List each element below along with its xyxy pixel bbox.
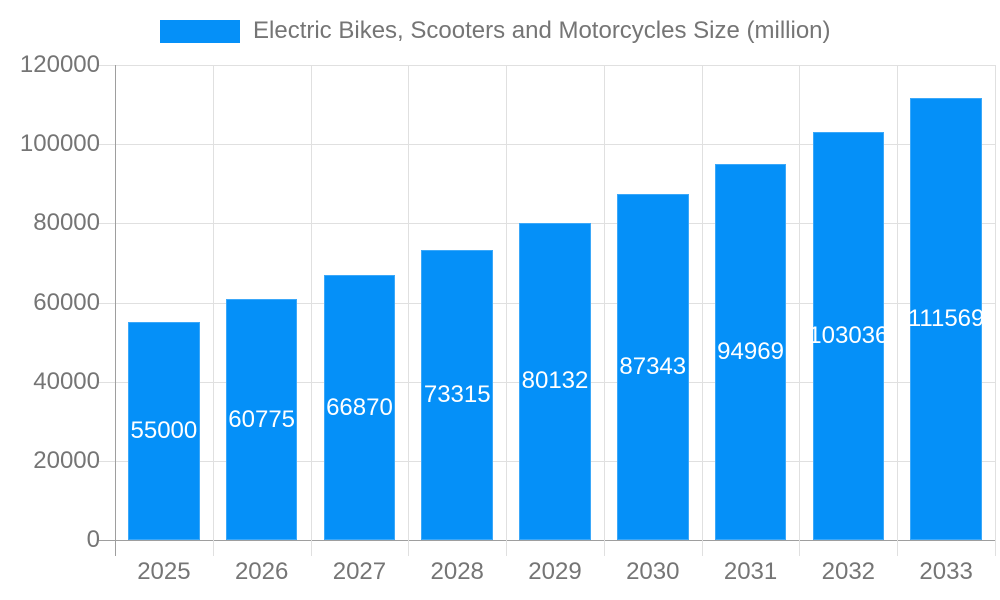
bar-2032[interactable]: 103036 xyxy=(812,132,885,540)
y-tick-mark xyxy=(99,302,115,304)
bar-2029[interactable]: 80132 xyxy=(519,222,591,540)
x-tick-mark xyxy=(212,540,214,556)
bar-value-label: 111569 xyxy=(910,305,982,333)
gridline-x xyxy=(799,65,801,540)
bar-2028[interactable]: 73315 xyxy=(421,249,493,540)
x-tick-mark xyxy=(799,540,801,556)
x-axis-tick-label: 2027 xyxy=(332,558,387,585)
gridline-x xyxy=(603,65,605,540)
legend-label: Electric Bikes, Scooters and Motorcycles… xyxy=(253,17,831,44)
x-tick-mark xyxy=(995,540,996,556)
x-axis-tick-label: 2030 xyxy=(626,558,680,585)
x-tick-mark xyxy=(506,540,508,556)
x-axis-tick-label: 2028 xyxy=(430,558,484,585)
x-axis-tick-label: 2025 xyxy=(137,558,191,585)
y-tick-mark xyxy=(99,65,115,66)
bar-value-label: 94969 xyxy=(717,338,784,366)
x-tick-mark xyxy=(310,540,312,556)
bar-value-label: 87343 xyxy=(619,353,687,381)
y-tick-mark xyxy=(99,144,115,146)
y-tick-mark xyxy=(99,381,115,383)
gridline-y xyxy=(115,540,995,541)
bar-value-label: 55000 xyxy=(130,417,198,445)
bar-2026[interactable]: 60775 xyxy=(225,299,298,540)
y-axis-tick-label: 0 xyxy=(86,526,100,553)
y-tick-mark xyxy=(99,460,115,462)
bar-value-label: 66870 xyxy=(326,393,393,421)
bar-value-label: 103036 xyxy=(812,322,885,350)
bar-2025[interactable]: 55000 xyxy=(128,322,200,540)
gridline-x xyxy=(212,65,214,540)
x-axis-tick-label: 2032 xyxy=(821,558,876,585)
y-axis-line xyxy=(115,65,116,556)
legend-swatch xyxy=(160,20,240,43)
bar-value-label: 80132 xyxy=(521,367,589,395)
gridline-x xyxy=(310,65,312,540)
bar-2031[interactable]: 94969 xyxy=(714,164,787,540)
x-tick-mark xyxy=(897,540,899,556)
x-axis-tick-label: 2031 xyxy=(723,558,778,585)
bar-value-label: 60775 xyxy=(228,405,296,433)
x-axis-tick-label: 2026 xyxy=(234,558,289,585)
y-axis-tick-label: 120000 xyxy=(19,51,100,78)
y-axis-tick-label: 100000 xyxy=(19,130,100,158)
gridline-x xyxy=(995,65,996,540)
y-axis-tick-label: 60000 xyxy=(33,288,100,316)
gridline-y xyxy=(115,65,995,66)
x-tick-mark xyxy=(408,540,410,556)
bar-2033[interactable]: 111569 xyxy=(910,98,982,540)
bar-2030[interactable]: 87343 xyxy=(617,194,689,540)
y-tick-mark xyxy=(99,540,115,541)
gridline-x xyxy=(897,65,899,540)
x-tick-mark xyxy=(701,540,703,556)
bar-2027[interactable]: 66870 xyxy=(323,275,396,540)
y-axis-tick-label: 40000 xyxy=(33,367,100,395)
gridline-x xyxy=(408,65,410,540)
y-axis-tick-label: 20000 xyxy=(33,446,100,474)
gridline-y xyxy=(115,144,995,146)
x-tick-mark xyxy=(603,540,605,556)
x-axis-tick-label: 2033 xyxy=(919,558,973,585)
y-axis-tick-label: 80000 xyxy=(33,209,100,237)
gridline-x xyxy=(701,65,703,540)
gridline-x xyxy=(506,65,508,540)
bar-value-label: 73315 xyxy=(423,380,491,408)
y-tick-mark xyxy=(99,223,115,225)
x-axis-tick-label: 2029 xyxy=(528,558,582,585)
